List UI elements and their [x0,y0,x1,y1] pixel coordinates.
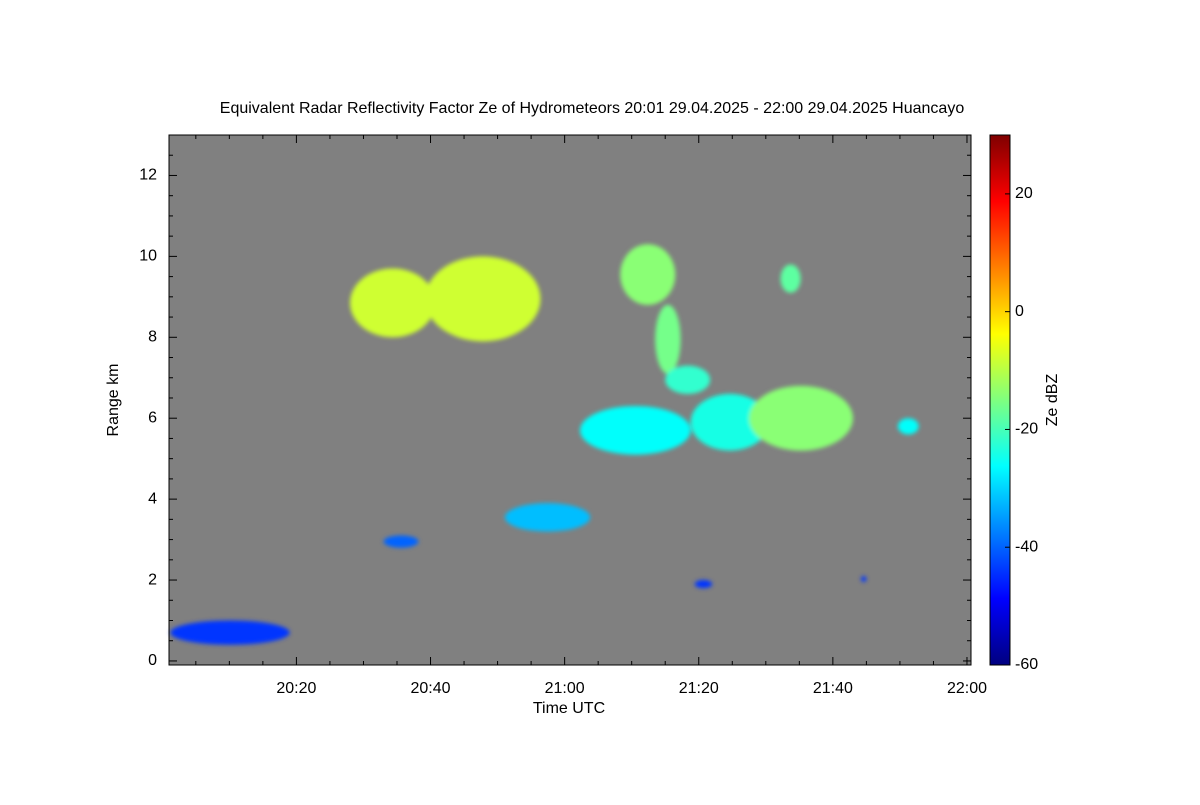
echo [620,244,676,305]
x-tick-label: 20:20 [276,680,316,697]
echo [690,393,770,451]
x-axis-label: Time UTC [533,700,605,717]
x-tick-label: 21:20 [679,680,719,697]
y-tick-label: 8 [148,329,157,346]
echo [580,406,691,455]
plot-background [169,135,971,665]
chart-title: Equivalent Radar Reflectivity Factor Ze … [220,100,965,117]
echo [749,385,853,451]
echo [425,256,541,342]
plot-frame [168,134,972,666]
colorbar-tick-label: -40 [1015,538,1038,555]
echo [383,535,419,548]
x-tick-label: 22:00 [947,680,987,697]
echo [655,304,681,374]
echo-layer [170,244,919,645]
y-tick-label: 2 [148,571,157,588]
colorbar-tick-label: -20 [1015,421,1038,438]
echo [170,620,290,645]
echo [694,580,713,589]
colorbar [989,134,1011,666]
y-tick-label: 0 [148,652,157,669]
echo [504,503,591,532]
y-tick-label: 4 [148,490,157,507]
echo [861,575,867,583]
echo [350,268,436,338]
x-tick-label: 21:40 [813,680,853,697]
x-tick-label: 20:40 [410,680,450,697]
y-tick-label: 10 [139,248,157,265]
colorbar-tick-label: 0 [1015,303,1024,320]
echo [780,264,801,293]
y-tick-label: 6 [148,409,157,426]
echo [665,365,711,394]
y-axis-label: Range km [105,364,122,437]
colorbar-tick-label: 20 [1015,185,1033,202]
echo [897,418,919,435]
colorbar-label: Ze dBZ [1044,374,1061,427]
colorbar-tick-label: -60 [1015,656,1038,673]
x-tick-label: 21:00 [545,680,585,697]
y-tick-label: 12 [139,167,157,184]
